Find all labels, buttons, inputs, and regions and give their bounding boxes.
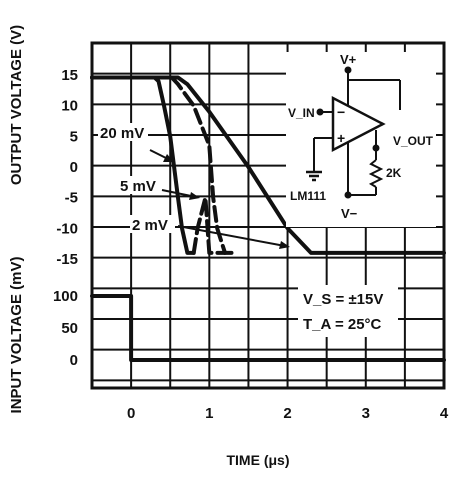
condition-ta: T_A = 25°C (303, 316, 382, 333)
x-tick-label: 3 (362, 405, 370, 422)
arrowhead-5mv (189, 192, 200, 200)
series-line-input-0 (90, 294, 446, 362)
circuit-plus: + (337, 130, 345, 146)
y-tick-label-bottom: 50 (61, 320, 78, 337)
circuit-vminus: V− (341, 206, 358, 221)
x-tick-label: 1 (205, 405, 213, 422)
y-tick-label-top: -5 (65, 190, 78, 207)
circuit-vplus: V+ (340, 52, 357, 67)
y-axis-label-bottom: INPUT VOLTAGE (mV) (8, 257, 25, 414)
x-axis-label: TIME (μs) (226, 452, 289, 468)
inset-circuit (286, 52, 436, 227)
label-5mv: 5 mV (120, 178, 156, 195)
y-tick-label-top: 10 (61, 98, 78, 115)
y-tick-label-top: -15 (56, 251, 78, 268)
label-20mv: 20 mV (100, 125, 144, 142)
series-line-output-1 (191, 195, 235, 255)
circuit-part: LM111 (290, 189, 326, 203)
x-tick-labels: 0 1 2 3 4 (127, 405, 449, 422)
label-2mv: 2 mV (132, 217, 168, 234)
comparator-symbol (331, 95, 386, 153)
conditions-bg (298, 285, 398, 337)
y-tick-label-bottom: 100 (53, 288, 78, 305)
plot-frame (90, 41, 446, 390)
arrowhead-20mv (163, 154, 174, 162)
y-tick-label-top: 15 (61, 67, 78, 84)
arrow-2mv (177, 225, 286, 247)
x-tick-label: 2 (283, 405, 291, 422)
y-axis-label-top: OUTPUT VOLTAGE (V) (8, 25, 25, 185)
y-tick-label-top: 5 (70, 128, 78, 145)
y-tick-label-top: 0 (70, 159, 78, 176)
circuit-vin: V_IN (288, 106, 315, 120)
circuit-resistor: 2K (386, 166, 402, 180)
circuit-minus: − (337, 104, 345, 120)
resistor-2k (368, 159, 384, 188)
overdrive-annotations: 20 mV 5 mV 2 mV (98, 123, 290, 249)
x-tick-label: 0 (127, 405, 135, 422)
arrowhead-2mv (279, 241, 290, 249)
x-tick-label: 4 (440, 405, 449, 422)
y-tick-label-top: -10 (56, 220, 78, 237)
circuit-vout: V_OUT (393, 134, 434, 148)
y-tick-labels-top: 15 10 5 0 -5 -10 -15 (56, 67, 78, 268)
series-line-output-3 (90, 75, 446, 255)
condition-vs: V_S = ±15V (303, 291, 383, 308)
y-tick-labels-bottom: 100 50 0 (53, 288, 78, 369)
series-group (90, 75, 446, 362)
y-tick-label-bottom: 0 (70, 352, 78, 369)
